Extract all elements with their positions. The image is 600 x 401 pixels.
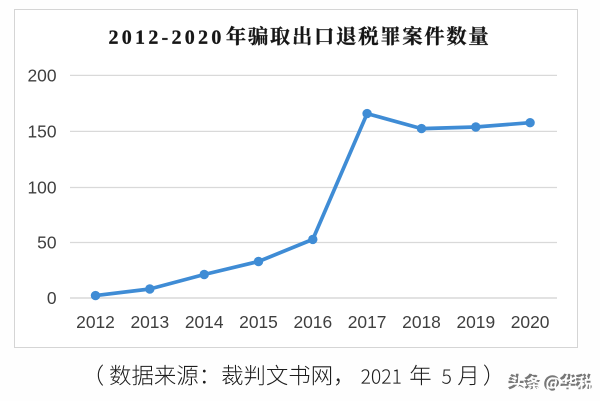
- svg-text:2013: 2013: [130, 312, 169, 332]
- svg-text:2016: 2016: [293, 312, 332, 332]
- svg-text:2020: 2020: [511, 312, 550, 332]
- svg-text:200: 200: [27, 66, 56, 86]
- svg-text:100: 100: [27, 178, 56, 198]
- svg-text:2015: 2015: [239, 312, 278, 332]
- svg-text:150: 150: [27, 122, 56, 142]
- svg-text:2019: 2019: [456, 312, 495, 332]
- svg-text:2018: 2018: [402, 312, 441, 332]
- svg-text:2017: 2017: [348, 312, 387, 332]
- svg-text:2014: 2014: [185, 312, 224, 332]
- svg-text:0: 0: [47, 288, 57, 308]
- svg-text:50: 50: [37, 233, 56, 253]
- svg-text:2012: 2012: [76, 312, 115, 332]
